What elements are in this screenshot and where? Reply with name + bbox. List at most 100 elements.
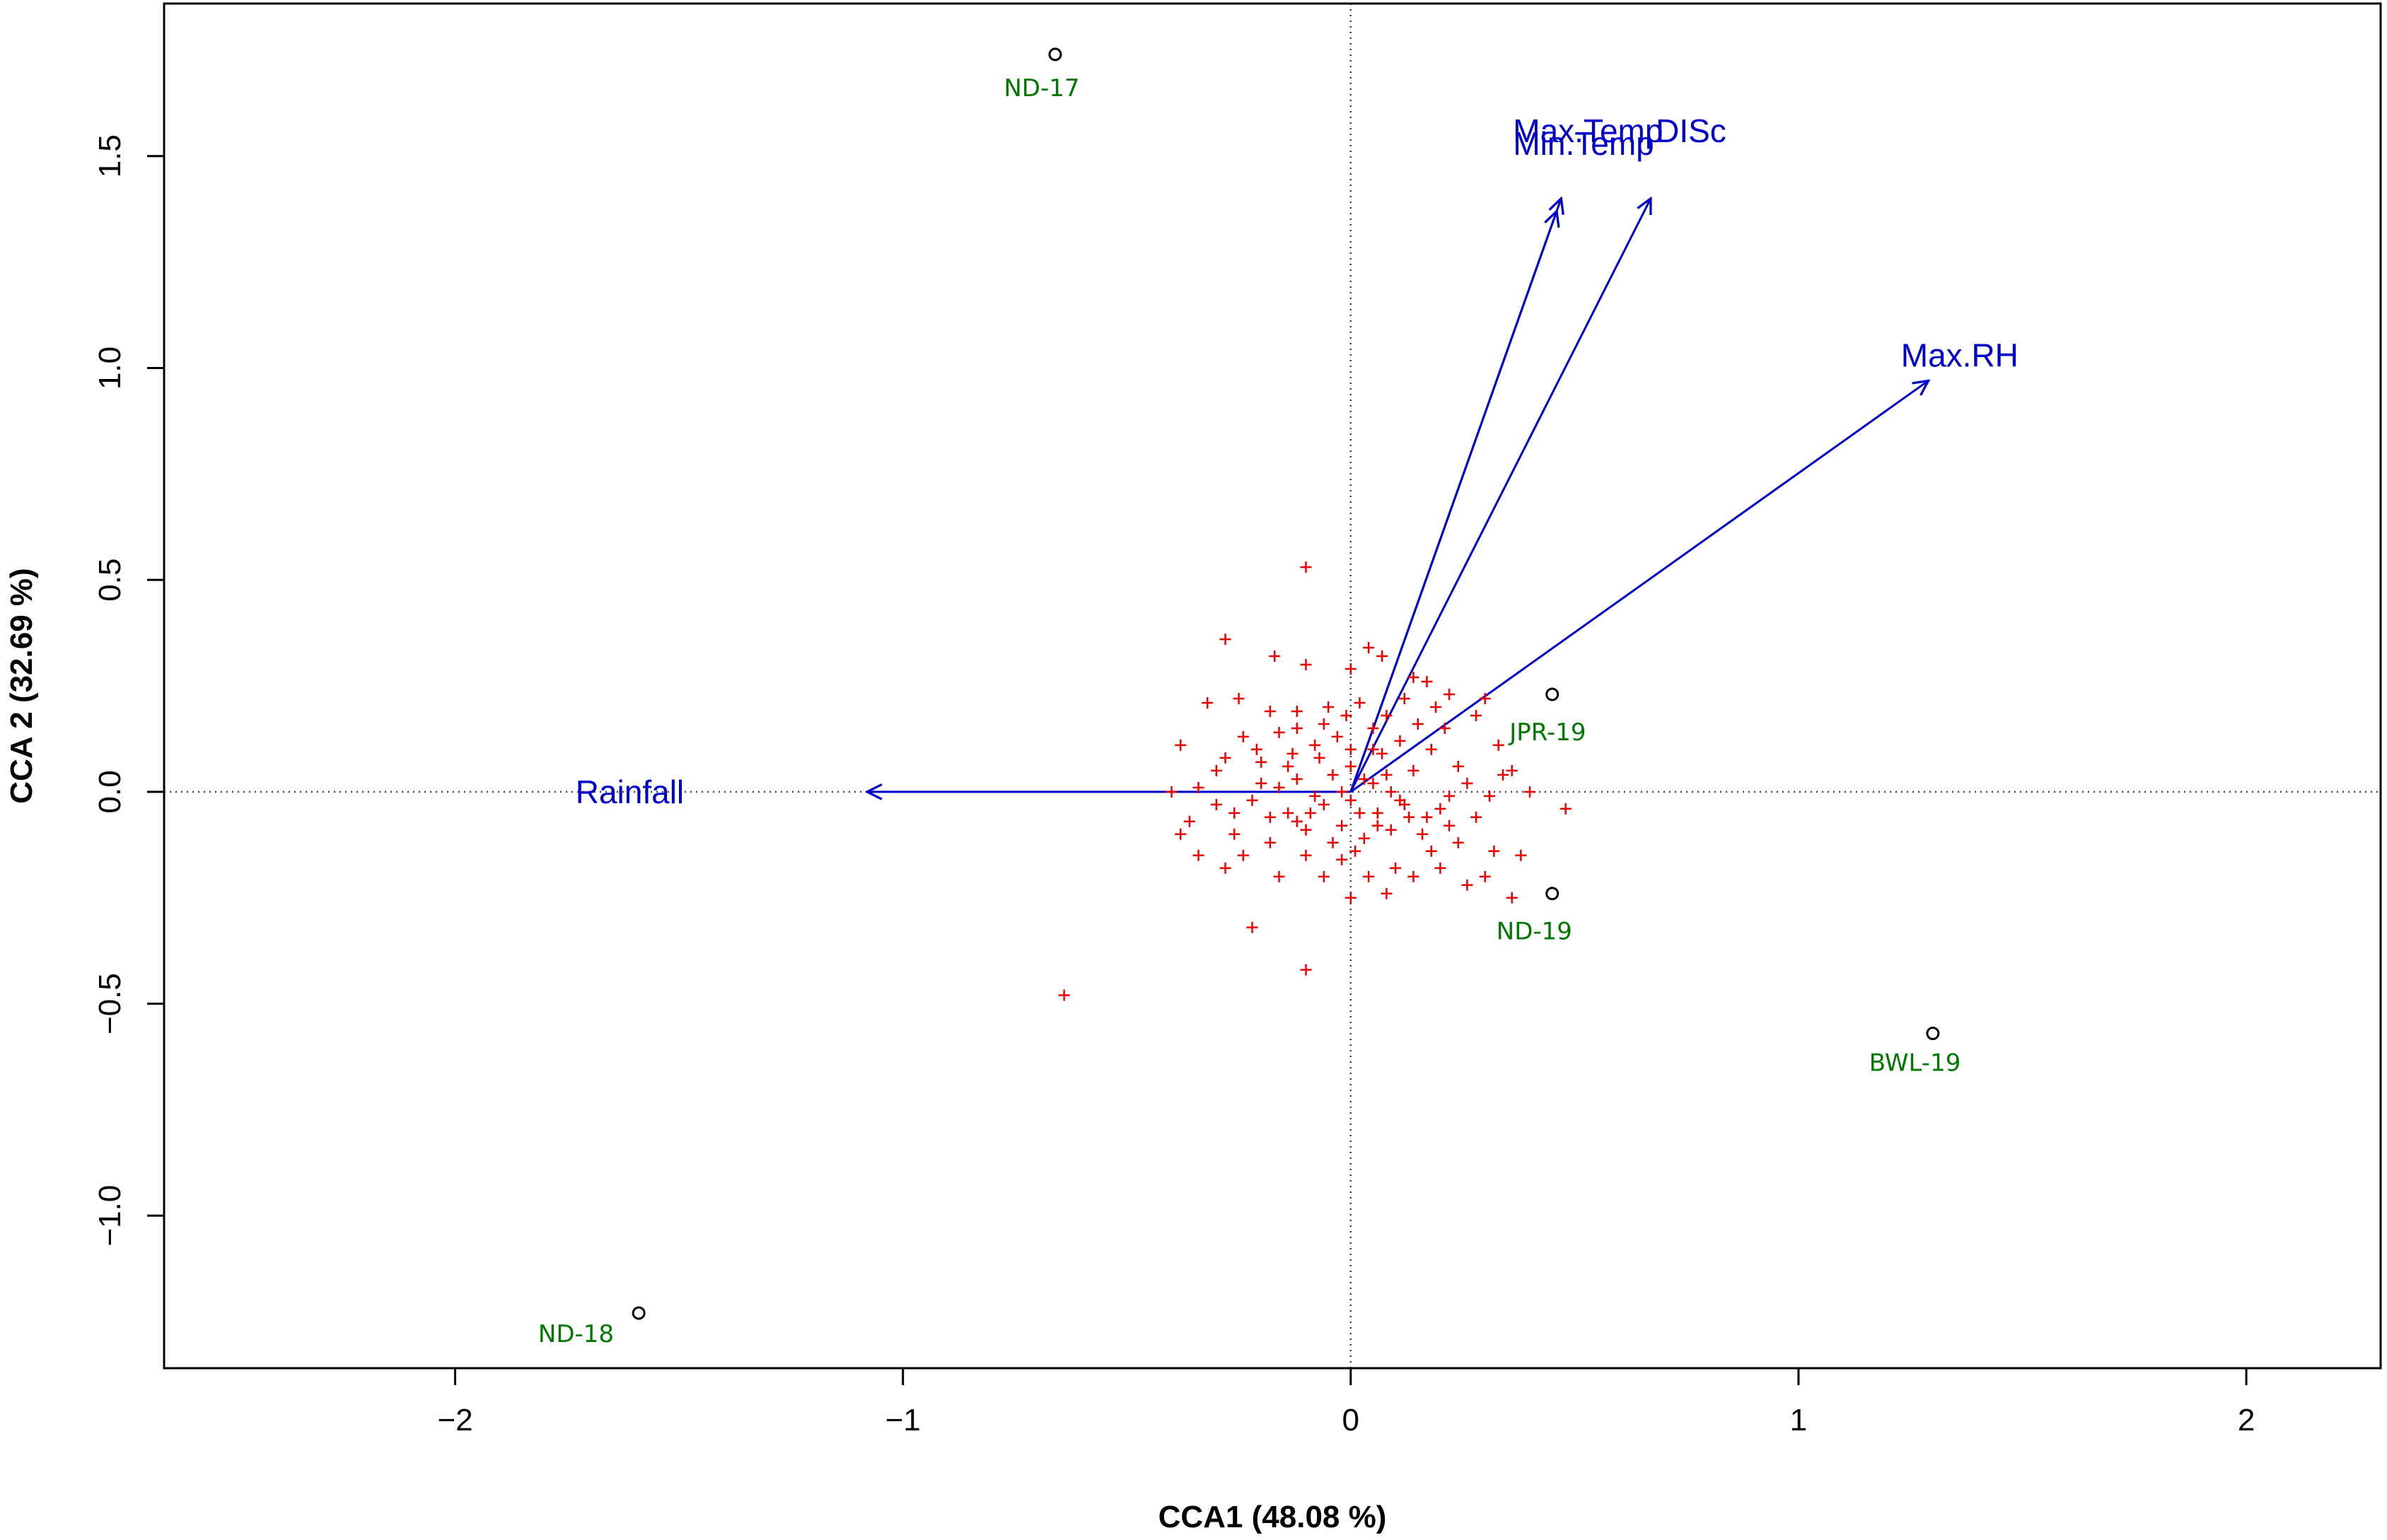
species-point [1264,811,1276,823]
y-tick-label: −0.5 [93,973,127,1034]
species-point [1166,786,1178,798]
species-point [1363,870,1375,882]
y-tick-label: 0.5 [93,559,127,602]
species-point [1354,807,1366,819]
species-point [1300,964,1312,976]
species-point [1313,752,1325,764]
species-point [1192,781,1204,793]
species-point [1210,764,1222,776]
species-point [1331,730,1343,742]
species-point [1287,747,1299,759]
species-point [1403,811,1415,823]
species-point [1300,824,1312,836]
site-label-bwl-19: BWL-19 [1869,1049,1961,1077]
x-tick-label: −1 [885,1403,921,1437]
species-point [1376,747,1388,759]
species-point [1323,701,1335,713]
species-point [1237,849,1249,861]
species-point [1430,701,1442,713]
species-point [1354,696,1366,708]
species-point [1300,849,1312,861]
species-point [1425,743,1437,755]
species-point [1246,921,1258,933]
species-point [1318,870,1330,882]
species-point [1291,773,1303,785]
species-point [1398,692,1410,704]
species-point [1340,709,1352,721]
species-point [1434,803,1446,815]
species-point [1394,735,1406,747]
species-point [1497,769,1509,781]
species-point [1300,561,1312,573]
species-point [1439,722,1451,734]
species-points [1058,561,1572,1001]
biplot-arrows [867,199,1929,792]
species-point [1560,803,1572,815]
species-point [1269,651,1281,663]
species-point [1058,989,1070,1001]
species-point [1344,743,1357,755]
x-tick-label: 1 [1790,1403,1807,1437]
species-point [1358,773,1370,785]
site-point-bwl-19 [1926,1026,1940,1040]
species-point [1484,790,1496,802]
species-point [1237,730,1249,742]
species-point [1264,705,1276,717]
species-point [1309,790,1321,802]
species-point [1376,651,1388,663]
species-point [1246,794,1258,806]
site-label-nd-17: ND-17 [1004,74,1079,103]
y-axis-title: CCA 2 (32.69 %) [4,568,39,803]
species-point [1229,807,1241,819]
x-tick-label: −2 [437,1403,472,1437]
site-label-nd-18: ND-18 [538,1320,614,1348]
species-point [1264,836,1276,848]
species-point [1381,709,1393,721]
species-point [1371,819,1383,832]
species-point [1407,870,1419,882]
site-label-jpr-19: JPR-19 [1508,718,1586,747]
species-point [1273,870,1285,882]
species-point [1363,642,1375,654]
species-point [1192,849,1204,861]
y-axis: −1.0 −0.5 0.0 0.5 1.0 1.5 [93,134,164,1247]
species-point [1371,807,1383,819]
species-point [1444,819,1456,832]
species-point [1417,828,1429,840]
species-point [1385,786,1397,798]
species-point [1336,853,1348,865]
species-point [1300,659,1312,671]
arrow-label-disc: DISc [1656,112,1726,149]
species-point [1412,718,1424,730]
y-tick-label: 0.0 [93,770,127,813]
species-point [1336,819,1348,832]
species-point [1452,760,1464,772]
arrow-label-max-temp: Max.Temp [1513,112,1663,149]
arrow-label-max-rh: Max.RH [1901,337,2019,373]
species-point [1327,769,1339,781]
species-point [1344,663,1357,675]
species-point [1304,807,1316,819]
species-point [1229,828,1241,840]
species-point [1349,845,1361,857]
species-point [1255,777,1267,789]
species-point [1210,798,1222,810]
site-point-nd-19 [1545,887,1560,901]
species-point [1444,688,1456,700]
species-point [1273,781,1285,793]
species-point [1282,760,1294,772]
species-point [1219,752,1231,764]
species-point [1452,836,1464,848]
species-point [1358,832,1370,844]
species-point [1318,798,1330,810]
species-point [1444,790,1456,802]
plot-frame [163,2,2382,1370]
species-point [1488,845,1500,857]
species-point [1309,739,1321,751]
y-tick-label: 1.0 [93,346,127,390]
species-point [1250,743,1262,755]
species-point [1461,777,1473,789]
species-point [1219,634,1231,646]
